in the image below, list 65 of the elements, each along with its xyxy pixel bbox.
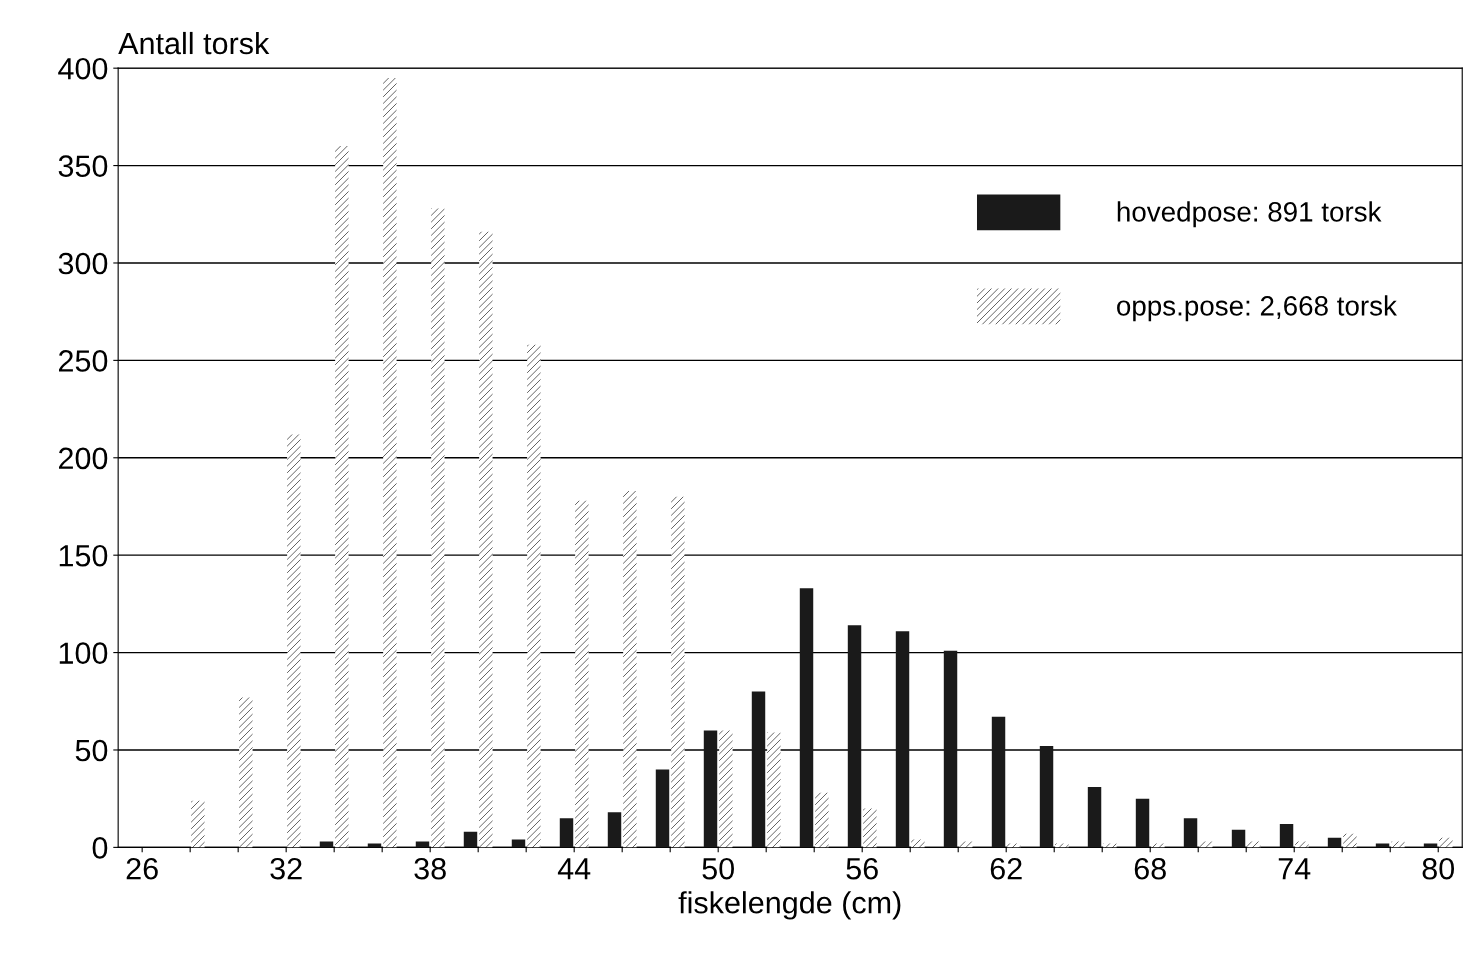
y-axis-title: Antall torsk [118,31,270,55]
legend-label: opps.pose: 2,668 torsk [1117,295,1397,322]
bar [1151,843,1165,848]
bar [1055,843,1069,848]
x-tick-label: 80 [1422,857,1455,880]
bar [239,697,253,848]
bar [1343,833,1357,848]
x-tick-label: 32 [270,857,302,880]
bar [559,818,574,848]
legend-label: hovedpose: 891 torsk [1117,201,1382,228]
bar [1375,843,1390,848]
bar [863,808,877,848]
y-tick-label: 400 [58,57,108,80]
bar [367,843,382,848]
bar [1439,837,1453,848]
bar [383,77,397,848]
bar [847,625,862,848]
x-tick-label: 44 [557,858,591,880]
bar [943,650,958,848]
x-axis-title: fiskelengde (cm) [678,891,901,920]
bar [1423,843,1438,848]
x-tick-label: 74 [1278,858,1311,880]
bar [703,730,718,848]
bar [607,812,622,848]
bar [895,631,910,848]
bar [479,231,493,848]
y-tick-label: 50 [75,739,108,762]
y-tick-label: 150 [59,544,108,567]
x-tick-label: 62 [990,857,1022,880]
bar [1135,798,1150,848]
bar [911,839,925,848]
bar [1007,843,1021,848]
bar [991,716,1006,848]
bar [815,792,829,848]
bar [575,500,589,848]
y-tick-label: 300 [58,252,108,275]
bar [655,769,670,848]
bar [767,732,781,848]
bar [751,691,766,848]
x-tick-label: 68 [1134,857,1166,880]
bar [1183,818,1198,848]
x-tick-label: 38 [414,857,446,880]
bar [719,730,733,848]
bar [431,208,445,848]
y-tick-label: 100 [59,642,108,664]
bar [1231,829,1246,848]
y-tick-label: 250 [59,350,108,372]
bar [1103,843,1117,848]
bar [527,344,541,848]
y-tick-label: 0 [92,837,108,859]
bar [1087,786,1102,848]
y-tick-label: 200 [59,447,108,470]
bar [623,490,637,848]
bar [799,588,814,848]
x-tick-label: 50 [702,857,734,880]
bar [1279,824,1294,848]
bar [671,496,685,848]
bar [191,800,205,848]
bar [463,831,478,848]
bar [1039,746,1054,848]
y-tick-label: 350 [58,155,108,177]
x-tick-label: 26 [126,857,158,880]
x-tick-label: 56 [846,857,878,880]
bar [335,146,349,848]
bar [287,434,301,848]
